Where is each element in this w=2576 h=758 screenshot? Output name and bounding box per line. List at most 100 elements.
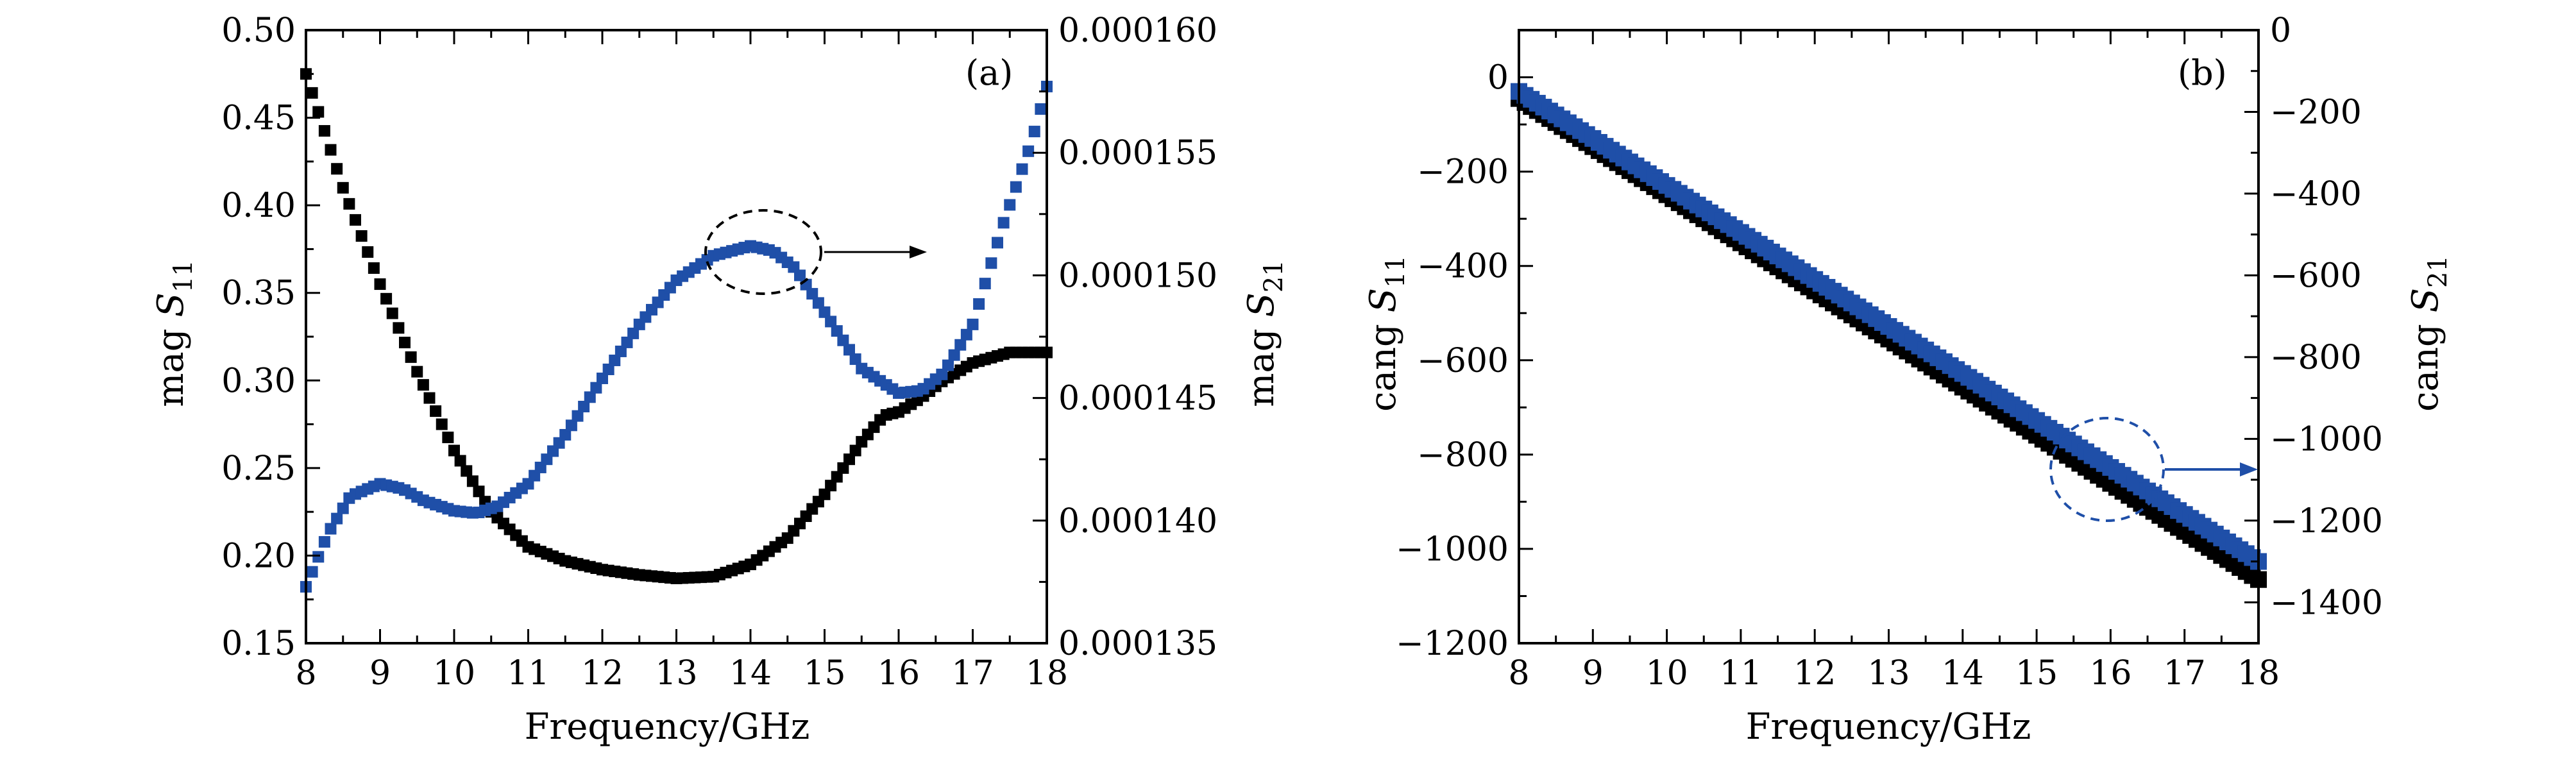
panel-b-right-axis-label-sub: 21 — [2423, 255, 2453, 288]
x-tick-label: 8 — [295, 654, 316, 693]
y-left-tick-label: 0.20 — [221, 537, 296, 575]
panel-a-series-1-point — [461, 465, 473, 477]
panel-a-series-1-point — [362, 246, 374, 258]
panel-a-series-2-point — [967, 318, 979, 330]
panel-a-series-2-point — [597, 373, 608, 385]
panel-a-series-2-point — [960, 328, 972, 341]
panel-a-series-2-point — [312, 551, 325, 563]
panel-a-series-2-point — [614, 345, 627, 357]
panel-a-series-1-point — [436, 418, 448, 430]
panel-a-series-2-point — [1022, 145, 1035, 157]
panel-a-series-2-point — [849, 353, 861, 366]
panel-a-right-axis-arrowhead — [910, 246, 927, 258]
panel-a-series-1-point — [843, 453, 855, 466]
panel-a-plot-frame — [305, 29, 1048, 644]
panel-a-series-1-point — [849, 444, 861, 457]
panel-a-series-2-point — [812, 297, 824, 309]
panel-a-series-2-point — [942, 359, 954, 371]
panel-a-series-2-point — [794, 269, 806, 282]
panel-a-series-2-point — [602, 363, 614, 375]
panel-b-right-axis-arrowhead — [2240, 462, 2258, 476]
y-right-tick-label: 0.000150 — [1058, 257, 1217, 295]
panel-a-series-2-point — [559, 428, 572, 441]
y-right-tick-label: −400 — [2270, 175, 2362, 214]
svg-text:mag S11: mag S11 — [150, 260, 198, 407]
svg-text:cang S21: cang S21 — [2405, 255, 2453, 412]
panel-a-series-2-point — [818, 306, 831, 318]
panel-a-series-2-point — [325, 523, 337, 535]
panel-a-series-1-point — [442, 432, 454, 444]
x-tick-label: 16 — [2089, 654, 2131, 693]
panel-a-left-axis-label: mag S11 — [150, 260, 198, 407]
panel-a-series-2-point — [572, 410, 584, 422]
x-tick-label: 15 — [2015, 654, 2058, 693]
panel-a-series-1-point — [454, 455, 466, 467]
y-left-tick-label: 0.30 — [221, 362, 296, 400]
panel-a-series-2-point — [825, 316, 837, 328]
panel-a-right-axis-label-sub: 21 — [1259, 260, 1289, 292]
y-left-tick-label: 0.15 — [221, 625, 296, 663]
y-left-tick-label: 0.50 — [221, 12, 296, 50]
panel-a-series-1-point — [405, 351, 417, 363]
y-right-tick-label: −1200 — [2270, 502, 2383, 541]
panel-a-series-1-point — [448, 444, 460, 457]
panel-a-series-1-point — [380, 292, 393, 305]
panel-a-x-axis-label: Frequency/GHz — [525, 706, 810, 748]
panel-a-series-2-point — [590, 382, 602, 394]
panel-a-series-2-point — [948, 349, 960, 361]
panel-b-left-axis-label: cang S11 — [1362, 255, 1411, 412]
panel-a-series-1-point — [825, 480, 837, 492]
y-right-tick-label: −1000 — [2270, 420, 2383, 459]
x-tick-label: 13 — [655, 654, 697, 693]
panel-a: 8 9 10 11 12 13 14 15 16 17 18 0.15 0.20 0.25 0.30 0.35… — [150, 12, 1289, 748]
panel-a-series-2-point — [337, 502, 349, 514]
y-right-tick-label: 0 — [2270, 12, 2291, 50]
panel-a-series-1-point — [411, 366, 423, 378]
x-tick-label: 8 — [1508, 654, 1529, 693]
panel-a-label: (a) — [965, 53, 1013, 93]
panel-b: 8 9 10 11 12 13 14 15 16 17 18 −1200 −1000 −800 −600 −4… — [1362, 12, 2453, 748]
y-right-tick-label: 0.000145 — [1058, 380, 1217, 418]
y-left-tick-label: −400 — [1417, 248, 1509, 286]
x-tick-label: 18 — [2237, 654, 2280, 693]
panel-a-series-1-point — [355, 230, 368, 242]
panel-a-series-2-point — [837, 334, 849, 346]
panel-a-series-1-point — [466, 475, 479, 487]
panel-a-series-2-point — [565, 419, 577, 432]
svg-text:cang S11: cang S11 — [1362, 255, 1411, 412]
panel-a-right-axis-label-var: S — [1241, 292, 1282, 317]
x-tick-label: 14 — [729, 654, 772, 693]
panel-a-series-1-point — [337, 181, 349, 194]
panel-a-series-1-point — [368, 262, 380, 274]
y-right-tick-label: 0.000135 — [1058, 625, 1217, 663]
panel-a-left-axis-label-sub: 11 — [169, 260, 198, 292]
panel-a-series-2-point — [1028, 126, 1040, 138]
x-tick-label: 18 — [1026, 654, 1068, 693]
panel-a-series-2-point — [331, 512, 343, 525]
y-left-tick-label: 0.25 — [221, 450, 296, 488]
panel-a-series-2-point — [985, 257, 997, 269]
y-right-tick-label: −200 — [2270, 93, 2362, 131]
panel-a-series-1-point — [417, 379, 429, 391]
panel-b-left-axis-label-base: cang — [1362, 312, 1404, 411]
panel-a-series-2-point — [584, 391, 596, 403]
y-left-tick-label: 0.45 — [221, 99, 296, 138]
panel-a-series-2-point — [1010, 181, 1022, 193]
y-left-tick-label: −1000 — [1396, 530, 1509, 569]
panel-a-highlight-ellipse — [704, 209, 822, 295]
panel-a-series-1-point — [350, 214, 361, 226]
panel-a-series-2-point — [954, 339, 967, 351]
x-tick-label: 11 — [507, 654, 549, 693]
panel-a-left-axis-label-base: mag — [150, 317, 192, 407]
panel-b-data-marks — [1511, 83, 2267, 588]
panel-a-series-1-point — [386, 307, 398, 319]
panel-b-left-axis-label-var: S — [1362, 288, 1404, 312]
x-tick-label: 9 — [369, 654, 391, 693]
y-right-tick-label: 0.000140 — [1058, 502, 1217, 541]
panel-a-series-2-point — [621, 336, 633, 348]
panel-a-series-2-point — [1035, 103, 1047, 115]
y-right-tick-label: 0.000160 — [1058, 12, 1217, 50]
x-tick-label: 9 — [1582, 654, 1604, 693]
y-left-tick-label: −600 — [1417, 342, 1509, 380]
panel-a-series-1-point — [325, 144, 337, 156]
